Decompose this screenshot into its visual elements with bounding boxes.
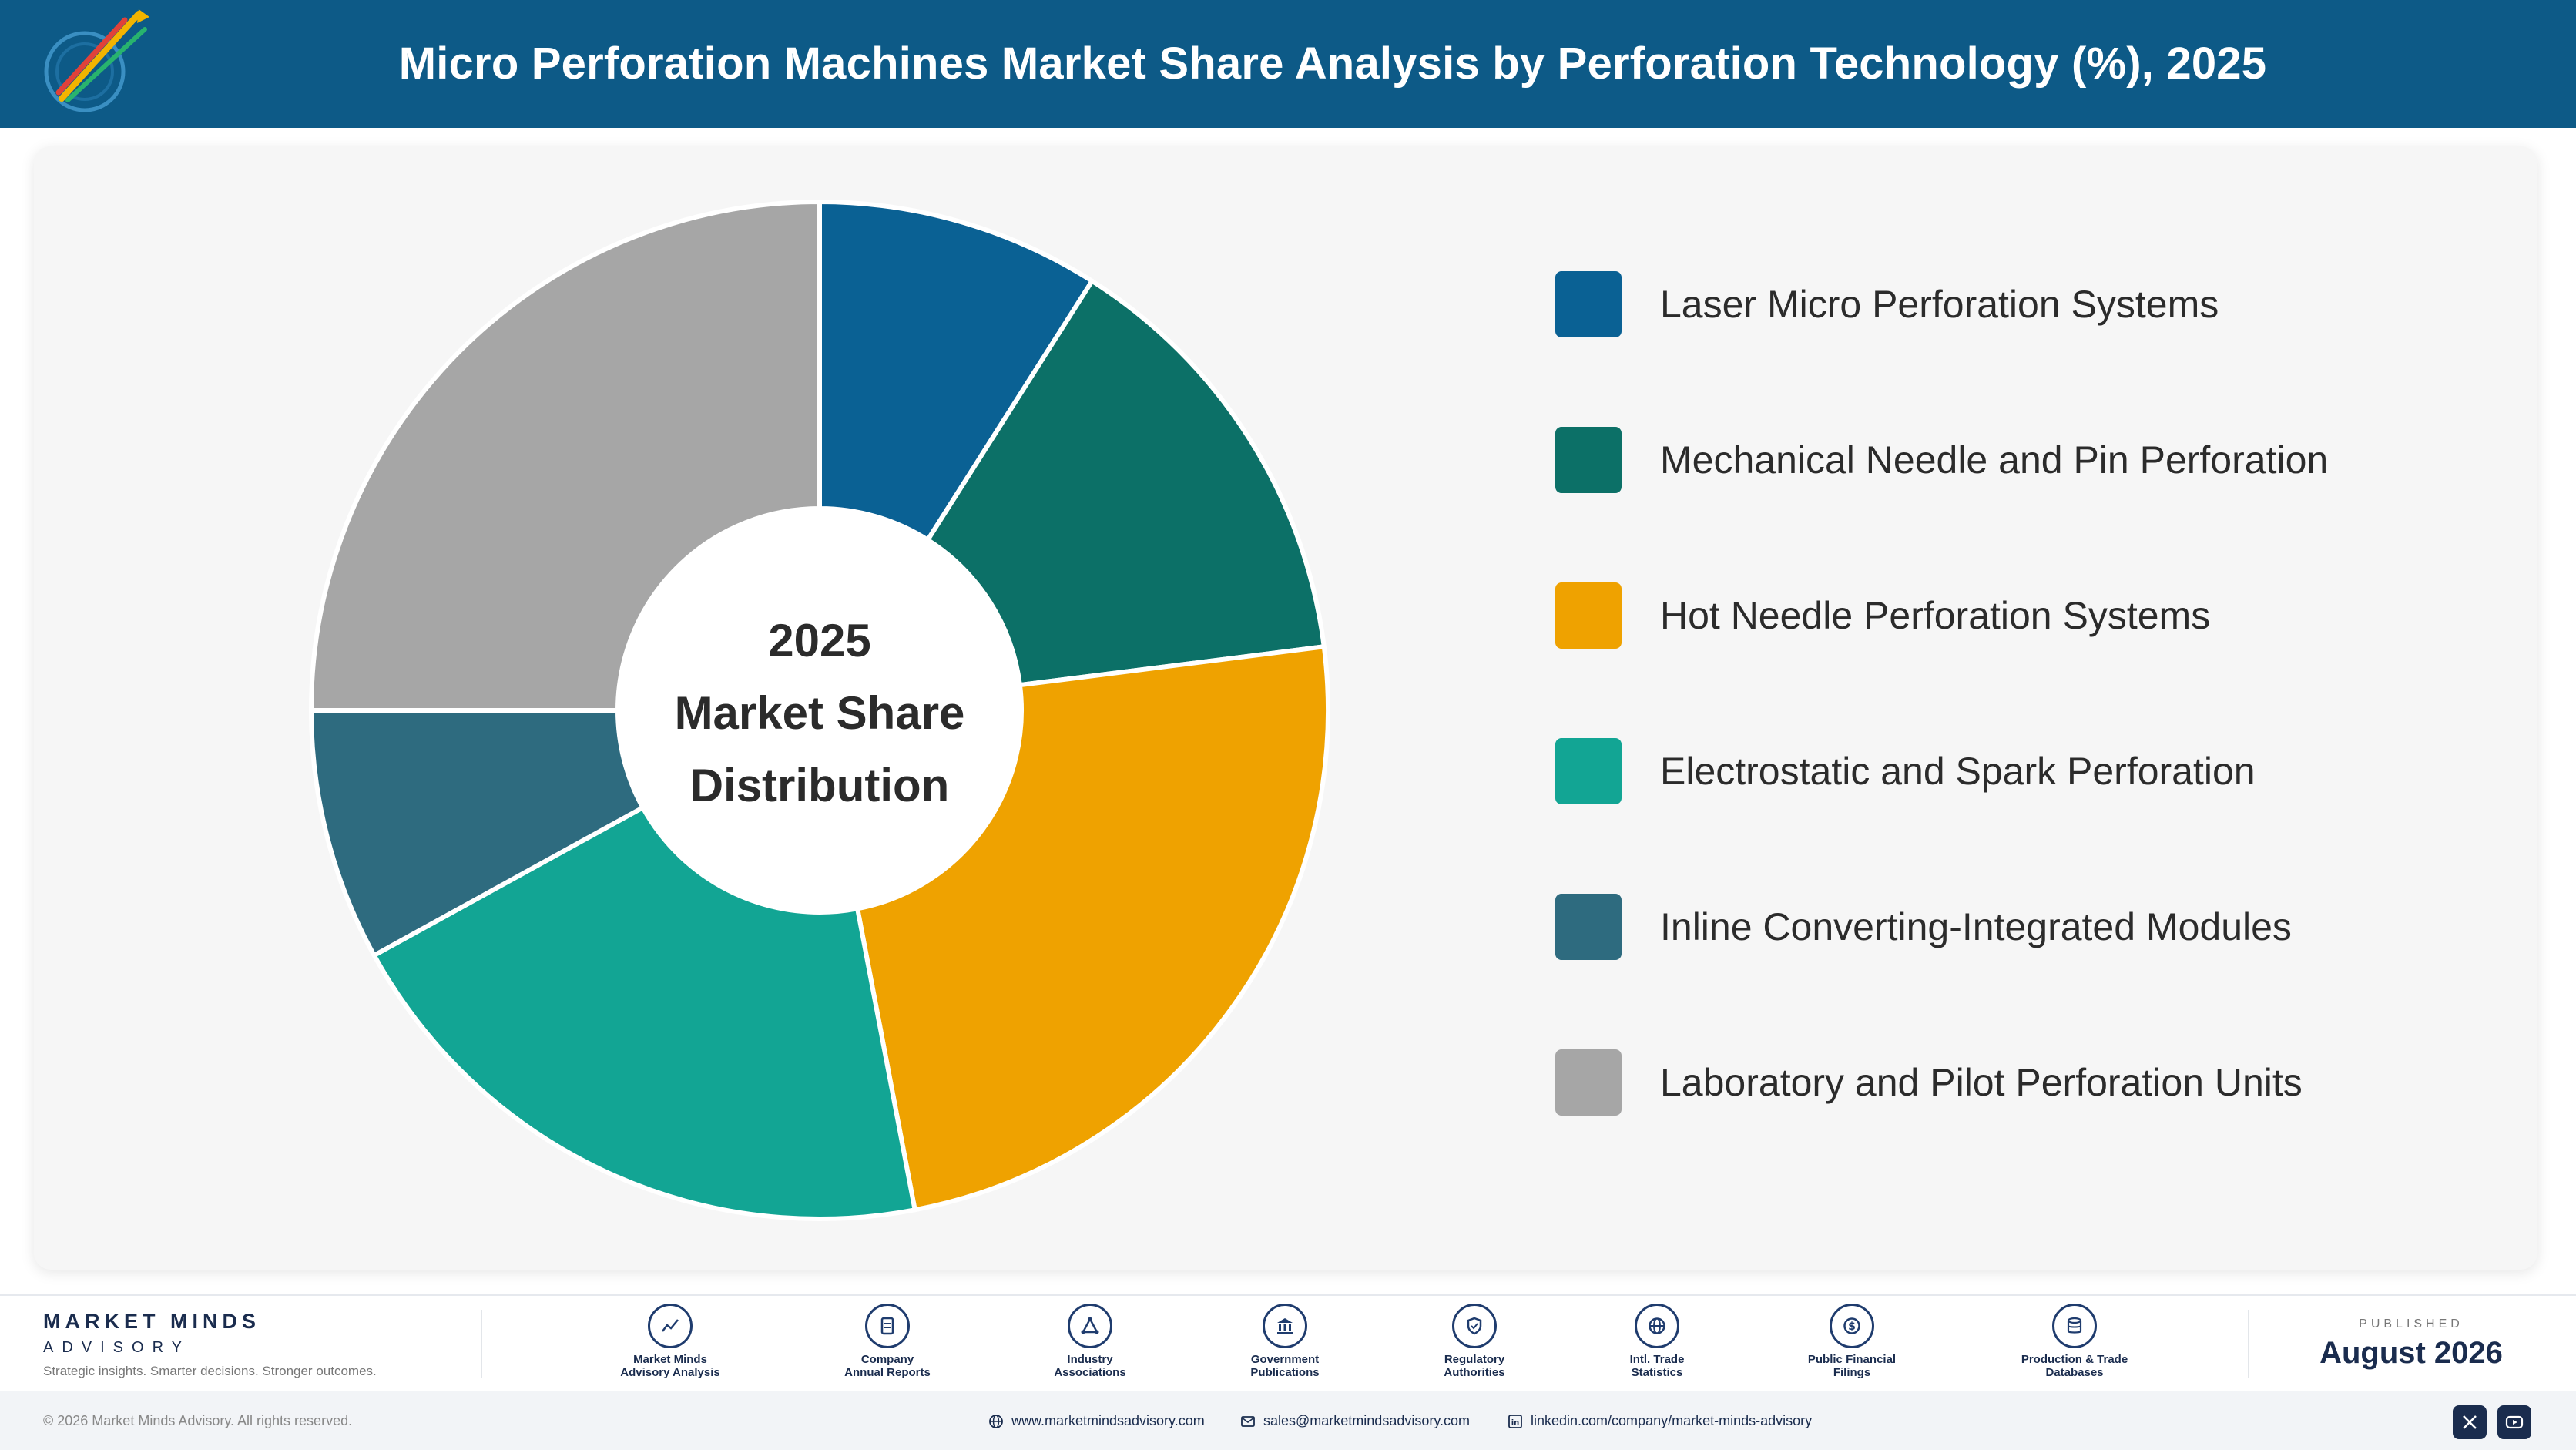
logo-icon bbox=[44, 9, 149, 112]
source-label-line2: Annual Reports bbox=[844, 1366, 931, 1379]
source-label-line2: Publications bbox=[1250, 1366, 1320, 1379]
source-label-line1: Public Financial bbox=[1807, 1353, 1897, 1366]
legend-label: Laser Micro Perforation Systems bbox=[1660, 283, 2219, 326]
divider bbox=[2248, 1310, 2249, 1378]
source-item: Regulatory Authorities bbox=[1390, 1304, 1559, 1379]
source-label-line2: Authorities bbox=[1444, 1366, 1505, 1379]
brand-sub: ADVISORY bbox=[43, 1339, 190, 1356]
svg-text:$: $ bbox=[1848, 1321, 1856, 1333]
x-icon bbox=[2463, 1415, 2477, 1429]
youtube-icon bbox=[2505, 1415, 2524, 1429]
source-label-line1: Industry bbox=[1067, 1353, 1113, 1366]
legend-swatch bbox=[1555, 582, 1622, 649]
source-label-line2: Associations bbox=[1054, 1366, 1126, 1379]
source-item: Company Annual Reports bbox=[803, 1304, 972, 1379]
source-label-line2: Statistics bbox=[1631, 1366, 1683, 1379]
legend-label: Inline Converting-Integrated Modules bbox=[1660, 905, 2292, 948]
linkedin-link[interactable]: in linkedin.com/company/market-minds-advi… bbox=[1508, 1391, 1812, 1450]
center-label-line3: Distribution bbox=[689, 760, 950, 811]
email-link[interactable]: sales@marketmindsadvisory.com bbox=[1240, 1391, 1470, 1450]
source-label-line1: Company bbox=[860, 1353, 914, 1366]
source-item: Intl. Trade Statistics bbox=[1572, 1304, 1742, 1379]
linkedin-icon: in bbox=[1508, 1415, 1522, 1429]
youtube-social-button[interactable] bbox=[2497, 1405, 2531, 1439]
bottom-bar: © 2026 Market Minds Advisory. All rights… bbox=[0, 1391, 2576, 1450]
document-icon bbox=[865, 1304, 910, 1348]
legend-swatch bbox=[1555, 1049, 1622, 1116]
header-bar: Micro Perforation Machines Market Share … bbox=[0, 0, 2576, 128]
website-text: www.marketmindsadvisory.com bbox=[1011, 1413, 1205, 1428]
building-icon bbox=[1263, 1304, 1307, 1348]
chart-line-icon bbox=[648, 1304, 693, 1348]
shield-icon bbox=[1452, 1304, 1497, 1348]
chart-panel: 2025 Market Share Distribution Laser Mic… bbox=[34, 146, 2537, 1270]
source-label-line1: Government bbox=[1250, 1353, 1320, 1366]
published-date: August 2026 bbox=[2319, 1336, 2503, 1370]
legend-label: Mechanical Needle and Pin Perforation bbox=[1660, 438, 2329, 482]
x-social-button[interactable] bbox=[2453, 1405, 2487, 1439]
email-text: sales@marketmindsadvisory.com bbox=[1263, 1413, 1471, 1428]
brand-tagline: Strategic insights. Smarter decisions. S… bbox=[43, 1364, 377, 1378]
legend-swatch bbox=[1555, 427, 1622, 493]
source-item: Market Minds Advisory Analysis bbox=[585, 1304, 755, 1379]
source-label-line2: Filings bbox=[1833, 1366, 1871, 1379]
footer: MARKET MINDS ADVISORY Strategic insights… bbox=[0, 1294, 2576, 1391]
globe-icon bbox=[1635, 1304, 1679, 1348]
legend-label: Laboratory and Pilot Perforation Units bbox=[1660, 1061, 2303, 1104]
database-icon bbox=[2052, 1304, 2097, 1348]
source-item: Government Publications bbox=[1200, 1304, 1370, 1379]
source-item: Industry Associations bbox=[1005, 1304, 1175, 1379]
legend-swatch bbox=[1555, 738, 1622, 804]
source-label-line1: Market Minds bbox=[633, 1353, 707, 1366]
website-link[interactable]: www.marketmindsadvisory.com bbox=[988, 1391, 1205, 1450]
source-label-line1: Intl. Trade bbox=[1629, 1353, 1685, 1366]
source-item: $ Public Financial Filings bbox=[1767, 1304, 1937, 1379]
page-title: Micro Perforation Machines Market Share … bbox=[398, 39, 2267, 89]
mail-icon bbox=[1241, 1416, 1255, 1428]
legend-swatch bbox=[1555, 894, 1622, 960]
copyright-text: © 2026 Market Minds Advisory. All rights… bbox=[43, 1413, 353, 1428]
center-label-line2: Market Share bbox=[674, 687, 965, 739]
source-item: Production & Trade Databases bbox=[1990, 1304, 2159, 1379]
legend-swatch bbox=[1555, 271, 1622, 337]
brand-name: MARKET MINDS bbox=[43, 1310, 260, 1333]
source-label-line1: Regulatory bbox=[1444, 1353, 1505, 1366]
published-label: PUBLISHED bbox=[2359, 1317, 2464, 1331]
linkedin-text: linkedin.com/company/market-minds-adviso… bbox=[1531, 1413, 1813, 1428]
divider bbox=[481, 1310, 482, 1378]
globe-icon bbox=[989, 1415, 1003, 1429]
svg-text:in: in bbox=[1511, 1419, 1520, 1428]
source-label-line2: Databases bbox=[2045, 1366, 2104, 1379]
network-icon bbox=[1068, 1304, 1112, 1348]
dollar-icon: $ bbox=[1830, 1304, 1874, 1348]
source-label-line2: Advisory Analysis bbox=[620, 1366, 720, 1379]
legend-label: Hot Needle Perforation Systems bbox=[1660, 594, 2211, 637]
donut-hole bbox=[618, 509, 1021, 912]
center-label-year: 2025 bbox=[768, 615, 871, 666]
pie-chart bbox=[309, 200, 1331, 1221]
legend-label: Electrostatic and Spark Perforation bbox=[1660, 750, 2256, 793]
source-label-line1: Production & Trade bbox=[2021, 1353, 2128, 1366]
